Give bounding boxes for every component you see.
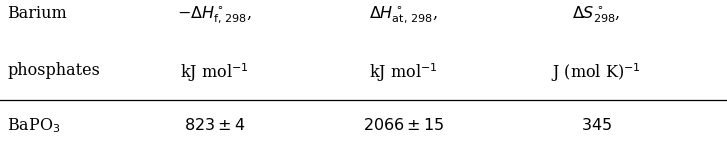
Text: J (mol K)$^{-1}$: J (mol K)$^{-1}$ [551, 62, 641, 84]
Text: $823 \pm 4$: $823 \pm 4$ [184, 117, 245, 134]
Text: $-\Delta H^\circ_{\mathrm{f,\,298}}$,: $-\Delta H^\circ_{\mathrm{f,\,298}}$, [177, 5, 252, 26]
Text: $345$: $345$ [581, 117, 611, 134]
Text: kJ mol$^{-1}$: kJ mol$^{-1}$ [180, 62, 249, 84]
Text: Barium: Barium [7, 5, 67, 22]
Text: BaPO$_3$: BaPO$_3$ [7, 117, 61, 135]
Text: phosphates: phosphates [7, 62, 100, 79]
Text: $\Delta S^\circ_{298}$,: $\Delta S^\circ_{298}$, [572, 5, 620, 25]
Text: $\Delta H^\circ_{\mathrm{at,\,298}}$,: $\Delta H^\circ_{\mathrm{at,\,298}}$, [369, 5, 438, 26]
Text: kJ mol$^{-1}$: kJ mol$^{-1}$ [369, 62, 438, 84]
Text: $2066 \pm 15$: $2066 \pm 15$ [363, 117, 444, 134]
